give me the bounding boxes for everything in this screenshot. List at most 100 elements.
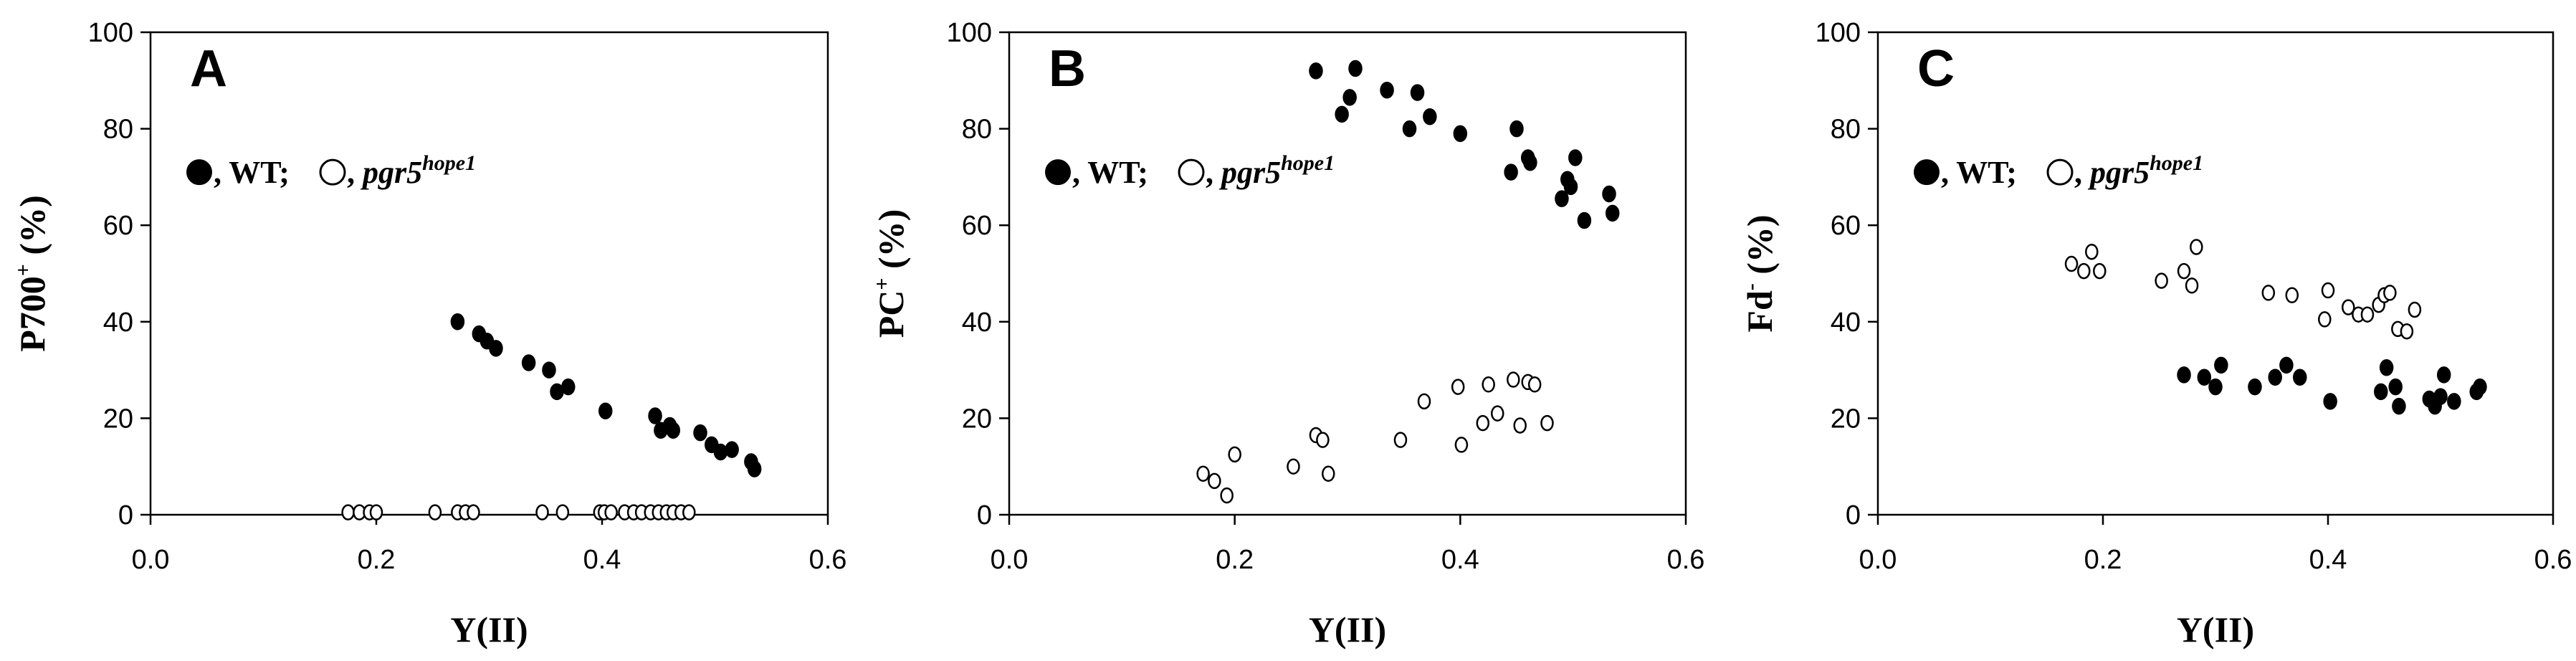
legend-label-mutant: , pgr5hope1 [1206, 151, 1335, 190]
y-tick-label: 0 [118, 500, 133, 531]
data-point-mutant [1196, 465, 1210, 482]
legend-label-mutant: , pgr5hope1 [2074, 151, 2203, 190]
data-point-wt [666, 422, 680, 439]
data-point-mutant [1507, 371, 1520, 388]
data-point-wt [1602, 185, 1616, 203]
y-tick-label: 80 [1831, 115, 1861, 145]
data-point-mutant [1322, 465, 1335, 482]
data-point-mutant [1220, 487, 1234, 504]
data-point-wt [2379, 358, 2394, 376]
data-point-wt [693, 424, 707, 442]
y-tick-label: 20 [962, 404, 992, 434]
x-tick-label: 0.2 [1216, 545, 1254, 575]
y-tick-label: 40 [962, 308, 992, 338]
y-tick-label: 60 [1831, 211, 1861, 241]
series-wt [2177, 356, 2487, 415]
legend-label-wt: , WT; [1072, 155, 1148, 190]
y-tick-label: 60 [962, 211, 992, 241]
data-point-mutant [2321, 282, 2335, 299]
x-tick-label: 0.6 [809, 545, 847, 575]
data-point-wt [648, 407, 662, 424]
data-point-mutant [1527, 376, 1542, 393]
plot-frame [1876, 31, 2554, 516]
y-tick-label: 100 [1816, 18, 1861, 48]
data-point-mutant [555, 504, 570, 520]
data-point-mutant [1393, 432, 1408, 448]
data-point-wt [598, 402, 613, 420]
data-point-wt [2374, 383, 2388, 401]
y-tick-label: 20 [103, 404, 133, 434]
data-point-mutant [1454, 437, 1469, 453]
data-point-mutant [535, 504, 549, 520]
data-point-mutant [369, 504, 383, 520]
panel-c: 0.0 0.2 0.4 0.6 0 20 40 60 80 100 Y(II) Fd- (%) C , W… [1739, 18, 2572, 650]
data-point-wt [1423, 108, 1437, 125]
data-point-mutant [2400, 323, 2414, 340]
x-tick-label: 0.6 [1667, 545, 1705, 575]
legend: , WT; , pgr5hope1 [1914, 151, 2203, 190]
data-point-mutant [2077, 262, 2091, 280]
data-point-wt [1577, 211, 1592, 229]
data-point-wt [1509, 120, 1524, 138]
data-point-wt [561, 378, 576, 396]
data-point-wt [1523, 153, 1537, 171]
data-point-wt [747, 460, 762, 477]
data-point-wt [713, 443, 728, 461]
data-point-wt [2208, 378, 2223, 396]
data-point-mutant [2383, 285, 2397, 301]
data-point-mutant [604, 504, 618, 520]
data-point-mutant [1208, 472, 1221, 490]
data-point-wt [1342, 89, 1357, 106]
panel-b: 0.0 0.2 0.4 0.6 0 20 40 60 80 100 Y(II) PC+ (%) B , W… [870, 18, 1704, 650]
data-point-wt [1402, 120, 1417, 138]
data-point-wt [2293, 368, 2307, 386]
x-tick-label: 0.0 [132, 545, 170, 575]
data-point-wt [2392, 397, 2406, 415]
legend: , WT; , pgr5hope1 [1045, 151, 1335, 190]
series-wt [450, 313, 762, 477]
legend-label-wt: , WT; [1941, 155, 2017, 190]
data-point-mutant [2064, 255, 2079, 272]
data-point-mutant [2085, 243, 2099, 260]
panel-letter: A [190, 40, 227, 98]
data-point-mutant [1228, 446, 1241, 463]
legend-label-mutant: , pgr5hope1 [347, 151, 476, 190]
y-tick-label: 40 [1831, 308, 1861, 338]
data-point-wt [1335, 105, 1349, 123]
data-point-mutant [1513, 417, 1527, 434]
data-point-mutant [2185, 277, 2199, 294]
x-axis-label: Y(II) [2177, 609, 2254, 650]
data-point-wt [1453, 125, 1468, 143]
data-point-wt [2268, 368, 2282, 386]
data-point-wt [2473, 378, 2487, 396]
series-mutant [2064, 239, 2422, 340]
x-tick-label: 0.4 [1441, 545, 1479, 575]
data-point-mutant [2318, 311, 2332, 328]
data-point-mutant [428, 504, 442, 520]
data-point-wt [450, 313, 465, 330]
data-point-wt [2323, 393, 2337, 410]
y-tick-label: 40 [103, 308, 133, 338]
legend-marker-wt [186, 159, 212, 186]
data-point-mutant [2155, 272, 2168, 289]
data-point-mutant [1491, 405, 1504, 422]
data-point-wt [1410, 84, 1425, 101]
data-point-mutant [1540, 414, 1554, 432]
data-point-wt [1555, 190, 1569, 207]
data-point-mutant [2261, 285, 2276, 301]
y-tick-label: 60 [103, 211, 133, 241]
y-axis-label: PC+ (%) [870, 209, 911, 338]
data-point-wt [2433, 388, 2448, 405]
x-tick-label: 0.2 [358, 545, 396, 575]
data-point-mutant [682, 504, 696, 520]
data-point-mutant [2408, 301, 2422, 318]
data-point-mutant [2342, 299, 2355, 315]
y-axis-label: Fd- (%) [1739, 214, 1780, 332]
data-point-wt [2197, 368, 2212, 386]
legend-marker-wt [1045, 159, 1071, 186]
data-point-wt [1348, 60, 1363, 77]
data-point-mutant [1482, 376, 1495, 393]
series-wt [1309, 60, 1620, 229]
y-axis-label: P700+ (%) [11, 195, 52, 351]
